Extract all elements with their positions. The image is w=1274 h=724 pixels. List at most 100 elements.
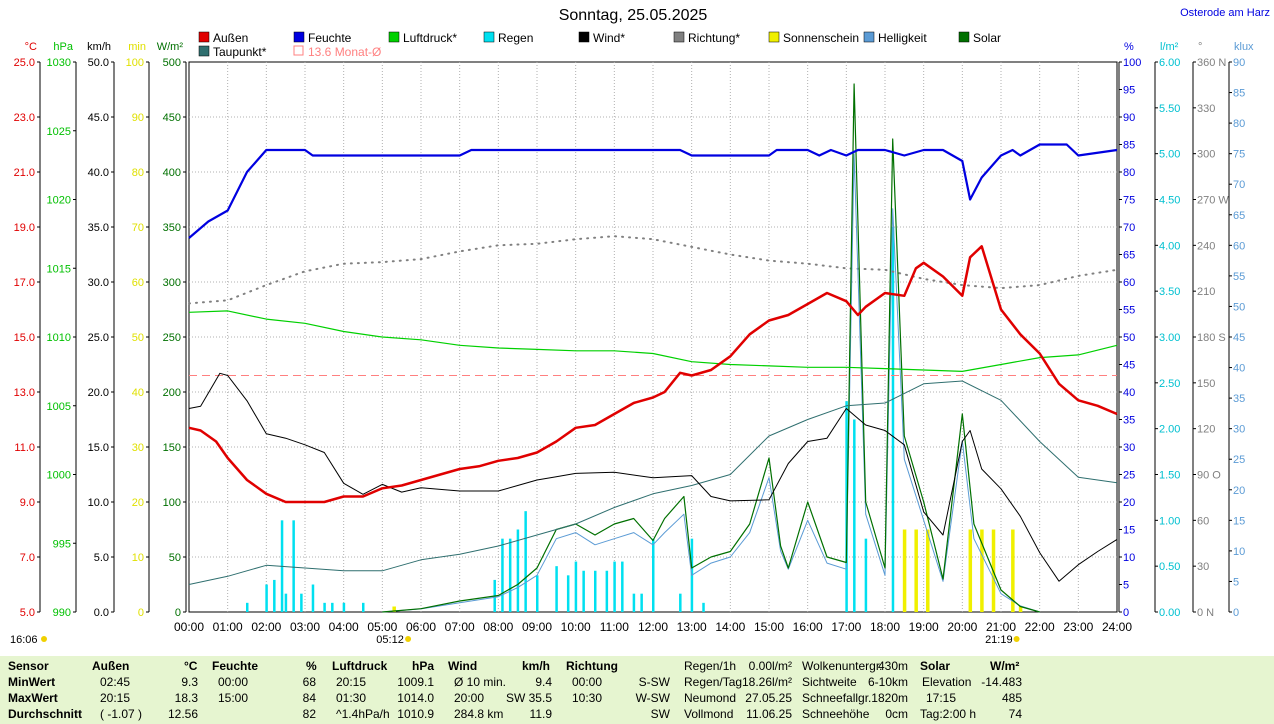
axis-tick-label: 35.0 [88,222,109,234]
extra-value: 6-10km [867,675,908,689]
rain-bar [323,602,326,612]
axis-unit-label: km/h [87,41,111,53]
rain-bar [679,593,682,612]
wind-series [188,372,1118,582]
axis-tick-label: 30.0 [88,277,109,289]
axis-tick-label: 40 [132,387,144,399]
axis-tick-label: 400 [163,167,181,179]
stat-value: 18.3 [174,691,198,705]
humidity-series [188,143,1118,239]
legend-swatch [198,45,210,57]
axis-tick-label: 50.0 [88,57,109,69]
stats-header-feuchte: Feuchte [212,659,259,673]
axis-tick-label: 25.0 [88,332,109,344]
axis-tick-label: 100 [126,57,144,69]
axis-tick-label: 40 [1123,387,1135,399]
axis-tick-label: 21.0 [14,167,35,179]
legend-label: Taupunkt* [213,45,267,59]
time-tick-label: 17:00 [831,620,861,634]
axis-tick-label: 150 [1197,378,1215,390]
rain-bar [613,561,616,612]
axis-unit-label: min [128,41,146,53]
time-tick-label: 00:00 [174,620,204,634]
axis-tick-label: 300 [163,277,181,289]
solar-header: Solar [920,659,951,673]
axis-tick-label: 13.0 [14,387,35,399]
solar-series [382,83,1040,613]
stats-header-druck-unit: hPa [412,659,435,673]
stat-time: 20:15 [336,675,367,689]
axis-tick-label: 15.0 [88,442,109,454]
axis-tick-label: 50 [169,552,181,564]
rain-bar [501,538,504,612]
legend-swatch [863,31,875,43]
time-tick-label: 23:00 [1063,620,1093,634]
axis-tick-label: 0 [1233,607,1239,619]
rain-bar [594,570,597,612]
axis-tick-label: 85 [1233,88,1245,100]
rain-bar [536,575,539,612]
rain-bar [582,570,585,612]
stats-header-sensor: Sensor [8,659,49,673]
axis-tick-label: 80 [132,167,144,179]
axis-tick-label: 150 [163,442,181,454]
extra-label: Wolkenuntergr. [802,659,883,673]
stat-time: 10:30 [572,691,603,705]
pressure-series [188,310,1118,372]
axis-tick-label: 30 [1123,442,1135,454]
solar-label: Elevation [922,675,972,689]
axis-tick-label: 20.0 [88,387,109,399]
rain-bar [702,602,705,612]
time-tick-label: 07:00 [445,620,475,634]
axis-tick-label: 2.50 [1159,378,1180,390]
stat-time: 01:30 [336,691,367,705]
sunshine-bar [968,529,973,612]
axis-unit-label: hPa [53,41,73,53]
axis-tick-label: 65 [1123,250,1135,262]
axis-tick-label: 200 [163,387,181,399]
rain-bar [300,593,303,612]
legend-label: Feuchte [308,31,352,45]
axis-tick-label: 0.00 [1159,607,1180,619]
axis-tick-label: 210 [1197,286,1215,298]
stat-value: 12.56 [167,707,198,721]
axis-tick-label: 80 [1123,167,1135,179]
sunshine-bar [902,529,907,612]
extra-value: 430m [877,659,908,673]
legend-label: Solar [973,31,1001,45]
extra-label: Vollmond [684,707,734,721]
axis-tick-label: 0 N [1197,607,1214,619]
axis-tick-label: 240 [1197,240,1215,252]
legend-swatch [768,31,780,43]
time-tick-label: 04:00 [329,620,359,634]
stat-time: ^1.4hPa/h [336,707,390,721]
extra-label: Schneehöhe [802,707,870,721]
rain-bar [516,529,520,612]
extra-value: 11.06.25 [746,707,792,721]
solar-value: 74 [1008,707,1022,721]
axis-tick-label: 45.0 [88,112,109,124]
axis-tick-label: 20 [1123,497,1135,509]
axis-tick-label: 0.0 [94,607,109,619]
stats-header-aussen-unit: °C [184,659,198,673]
time-tick-label: 12:00 [638,620,668,634]
axis-tick-label: 4.50 [1159,195,1180,207]
extra-value: 18.26l/m² [741,675,792,689]
axis-tick-label: 9.0 [20,497,35,509]
rain-bar [246,602,249,612]
axis-tick-label: 0.50 [1159,561,1180,573]
axis-tick-label: 40 [1233,363,1245,375]
axis-tick-label: 70 [132,222,144,234]
axis-unit-label: klux [1234,41,1254,53]
axis-tick-label: 990 [53,607,71,619]
axis-tick-label: 70 [1233,179,1245,191]
axis-unit-label: l/m² [1160,41,1179,53]
axis-unit-label: °C [25,41,37,53]
axis-tick-label: 350 [163,222,181,234]
axis-tick-label: 55 [1233,271,1245,283]
solar-value: 485 [1001,691,1022,705]
axis-tick-label: 80 [1233,118,1245,130]
sun-icon [405,636,412,642]
axis-tick-label: 30 [1197,561,1209,573]
extra-value: 27.05.25 [745,691,792,705]
